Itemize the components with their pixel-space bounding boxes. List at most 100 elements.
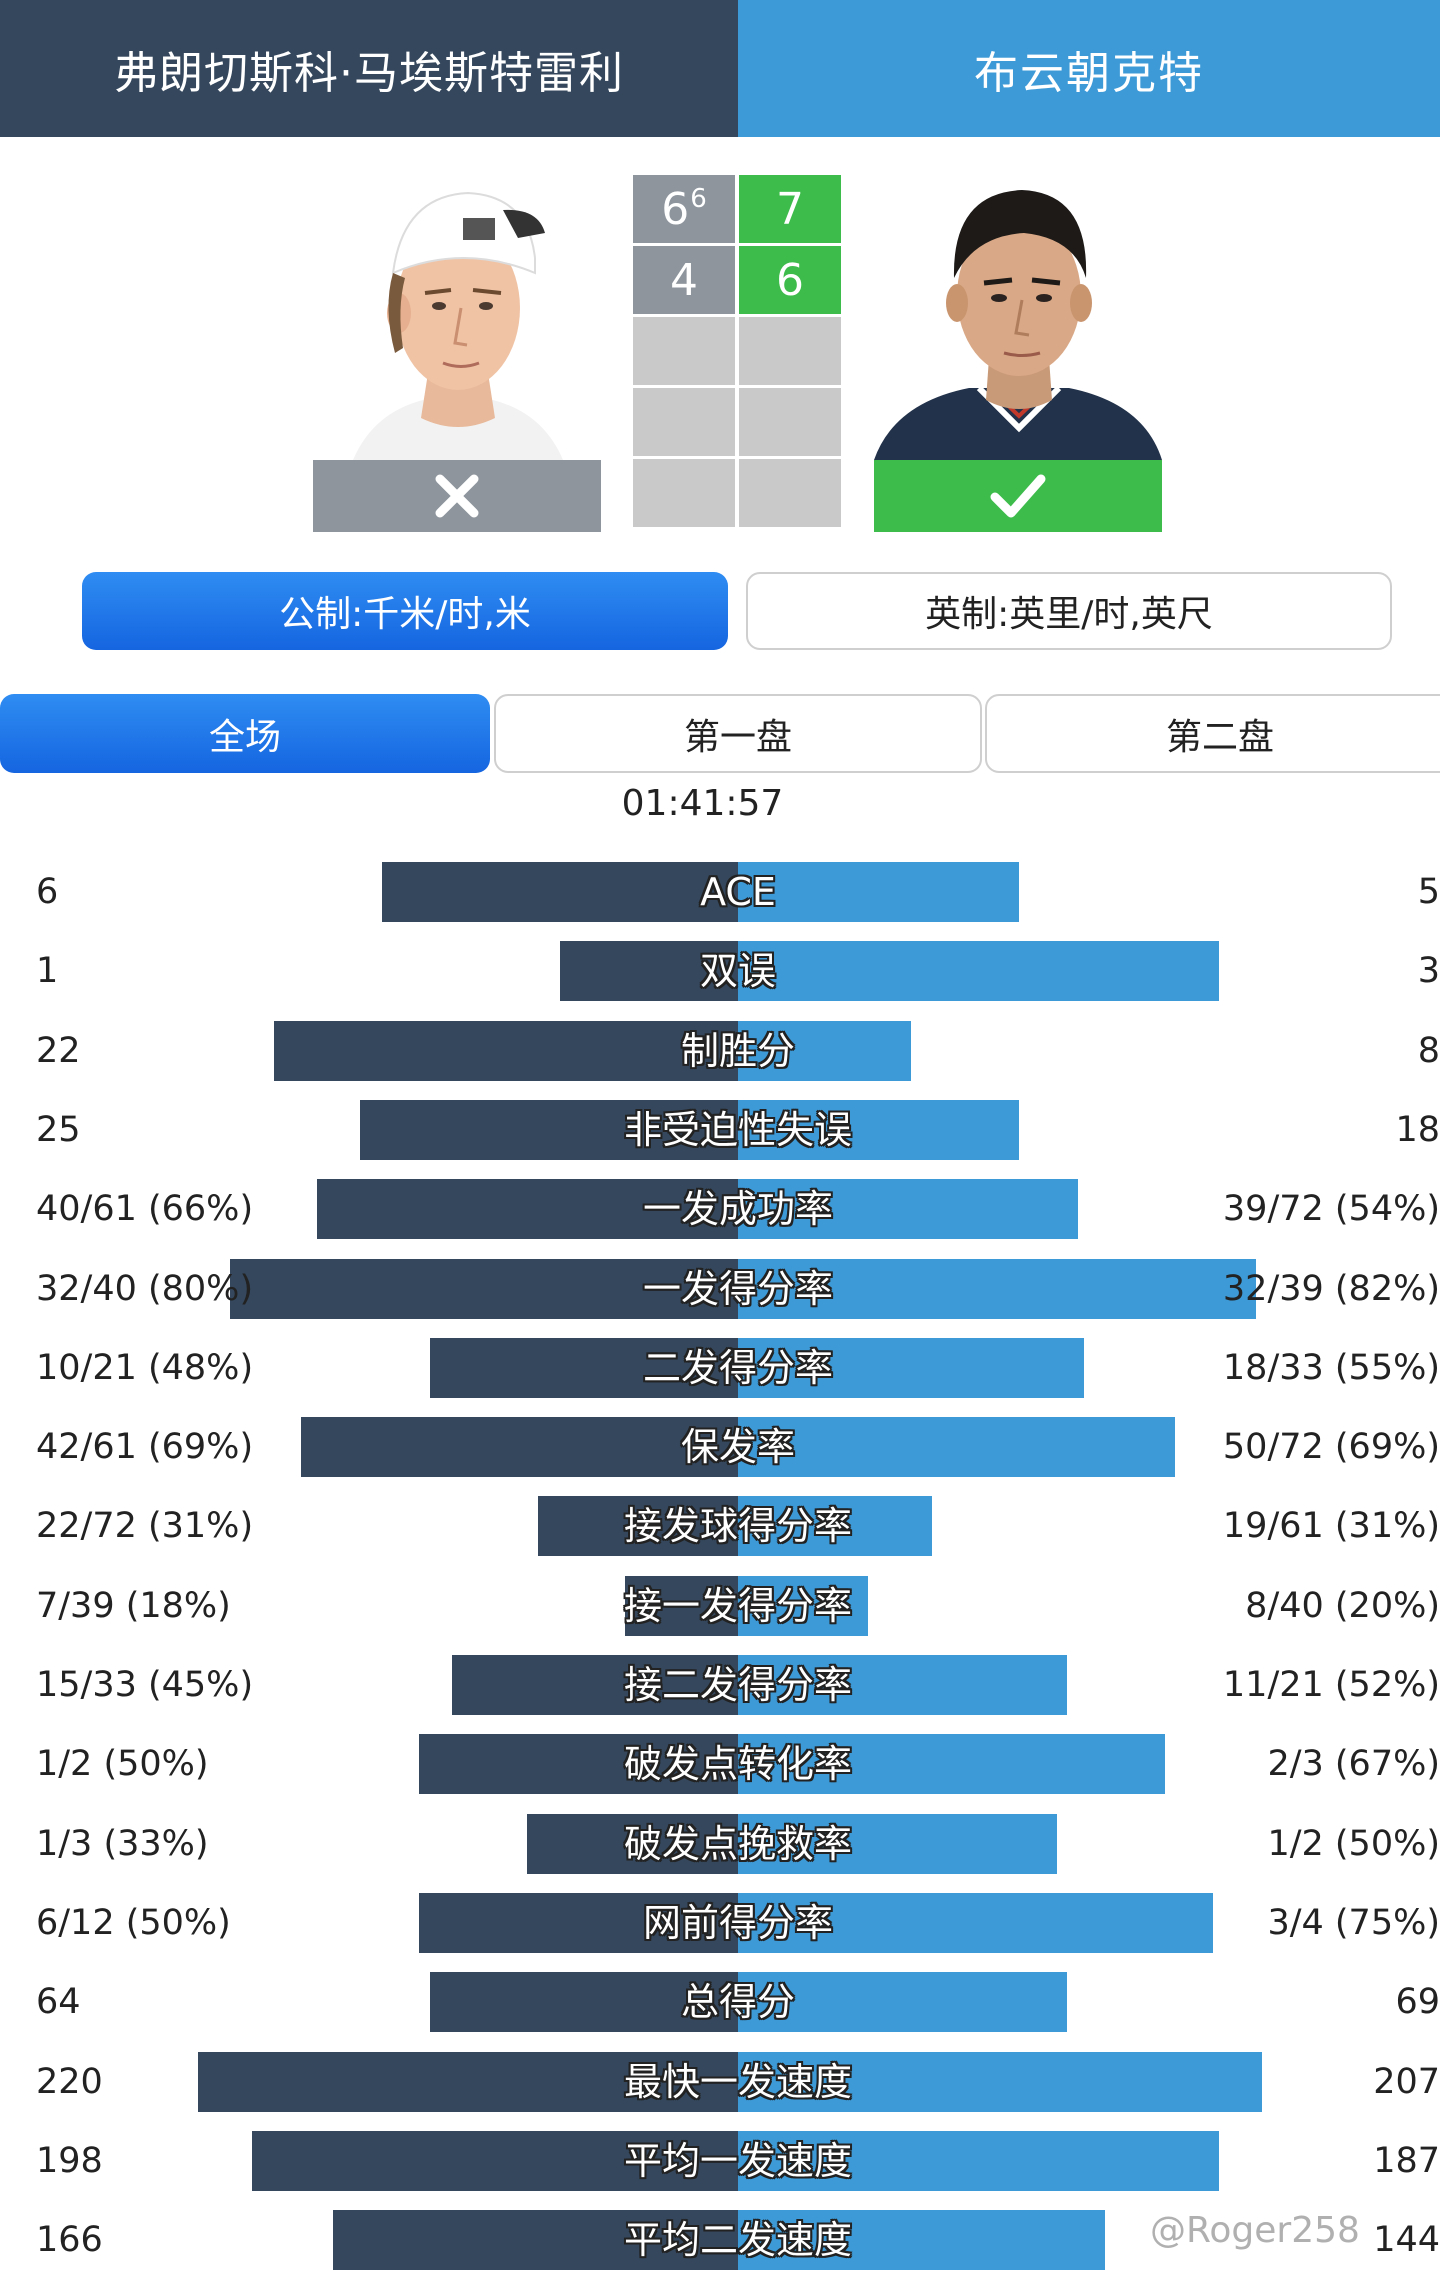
stat-value-player2: 32/39 (82%): [1222, 1269, 1440, 1309]
stat-bar-player1: [382, 862, 738, 922]
stat-value-player1: 7/39 (18%): [36, 1586, 231, 1626]
stat-bar-player2: [738, 1417, 1175, 1477]
stat-bar-player1: [452, 1655, 738, 1715]
stat-row: 198 187 平均一发速度: [0, 2131, 1440, 2191]
stat-value-player2: 3/4 (75%): [1267, 1903, 1440, 1943]
set4-p2-score: [739, 388, 841, 456]
set3-p1-score: [633, 317, 735, 385]
stat-row: 6/12 (50%) 3/4 (75%) 网前得分率: [0, 1893, 1440, 1953]
stat-row: 1/2 (50%) 2/3 (67%) 破发点转化率: [0, 1734, 1440, 1794]
stat-bar-player2: [738, 1100, 1019, 1160]
stat-value-player2: 19/61 (31%): [1222, 1506, 1440, 1546]
stat-value-player2: 8: [1417, 1031, 1440, 1071]
stat-bar-player1: [333, 2210, 738, 2270]
stat-row: 220 207 最快一发速度: [0, 2052, 1440, 2112]
stat-bar-player2: [738, 1972, 1067, 2032]
stat-bar-player2: [738, 1893, 1213, 1953]
stat-value-player2: 1/2 (50%): [1267, 1824, 1440, 1864]
tab-set2[interactable]: 第二盘: [985, 694, 1440, 773]
player1-loss-badge: [313, 460, 601, 532]
stat-bar-player2: [738, 941, 1219, 1001]
stat-bar-player1: [360, 1100, 738, 1160]
stat-label: 平均二发速度: [623, 2218, 852, 2262]
stat-bar-player2: [738, 1021, 911, 1081]
stat-bar-player2: [738, 1734, 1165, 1794]
stat-label: 制胜分: [680, 1029, 795, 1073]
imperial-units-button[interactable]: 英制:英里/时,英尺: [746, 572, 1392, 650]
stat-bar-player1: [538, 1496, 738, 1556]
stat-row: 1 3 双误: [0, 941, 1440, 1001]
stat-bar-player2: [738, 1814, 1057, 1874]
match-header: 弗朗切斯科·马埃斯特雷利 布云朝克特: [0, 0, 1440, 137]
stat-label: 非受迫性失误: [623, 1108, 852, 1152]
stat-bar-player1: [301, 1417, 738, 1477]
stat-bar-player1: [198, 2052, 738, 2112]
set2-p1-score: 4: [633, 246, 735, 314]
stat-value-player1: 6/12 (50%): [36, 1903, 231, 1943]
stat-bar-player1: [430, 1972, 738, 2032]
stat-value-player2: 18/33 (55%): [1222, 1348, 1440, 1388]
stat-bar-player2: [738, 1179, 1078, 1239]
stat-bar-player2: [738, 1259, 1256, 1319]
stat-value-player1: 64: [36, 1982, 81, 2022]
stat-value-player2: 187: [1373, 2141, 1440, 2181]
stat-value-player2: 50/72 (69%): [1222, 1427, 1440, 1467]
stat-bar-player1: [419, 1734, 738, 1794]
stat-bar-player1: [317, 1179, 738, 1239]
stat-row: 15/33 (45%) 11/21 (52%) 接二发得分率: [0, 1655, 1440, 1715]
stat-bar-player2: [738, 1576, 868, 1636]
stat-label: 接二发得分率: [623, 1663, 852, 1707]
cross-icon: [435, 474, 479, 518]
stat-row: 10/21 (48%) 18/33 (55%) 二发得分率: [0, 1338, 1440, 1398]
stat-label: 网前得分率: [642, 1901, 833, 1945]
check-icon: [990, 474, 1046, 518]
stat-row: 22 8 制胜分: [0, 1021, 1440, 1081]
player2-photo: [874, 178, 1162, 460]
player1-card: [313, 178, 601, 532]
player1-photo: [313, 178, 601, 460]
stat-value-player2: 2/3 (67%): [1267, 1744, 1440, 1784]
set2-p2-score: 6: [739, 246, 841, 314]
stat-bar-player1: [430, 1338, 738, 1398]
stat-value-player1: 1/3 (33%): [36, 1824, 209, 1864]
stat-value-player2: 11/21 (52%): [1222, 1665, 1440, 1705]
stat-value-player1: 1: [36, 951, 59, 991]
stat-bar-player1: [274, 1021, 738, 1081]
stat-value-player1: 1/2 (50%): [36, 1744, 209, 1784]
stat-value-player2: 5: [1417, 872, 1440, 912]
stat-bar-player2: [738, 1338, 1084, 1398]
set5-p1-score: [633, 459, 735, 527]
stat-bar-player2: [738, 2210, 1105, 2270]
set5-p2-score: [739, 459, 841, 527]
stat-value-player1: 40/61 (66%): [36, 1189, 254, 1229]
stat-label: 一发得分率: [642, 1267, 833, 1311]
stat-row: 32/40 (80%) 32/39 (82%) 一发得分率: [0, 1259, 1440, 1319]
stat-value-player1: 32/40 (80%): [36, 1269, 254, 1309]
stat-row: 22/72 (31%) 19/61 (31%) 接发球得分率: [0, 1496, 1440, 1556]
stat-row: 6 5 ACE: [0, 862, 1440, 922]
stat-value-player1: 15/33 (45%): [36, 1665, 254, 1705]
stat-value-player1: 25: [36, 1110, 81, 1150]
stat-value-player1: 220: [36, 2062, 103, 2102]
metric-units-button[interactable]: 公制:千米/时,米: [82, 572, 728, 650]
stat-bar-player1: [252, 2131, 738, 2191]
stat-row: 25 18 非受迫性失误: [0, 1100, 1440, 1160]
stat-bar-player2: [738, 1655, 1067, 1715]
stat-value-player2: 207: [1373, 2062, 1440, 2102]
tab-set1[interactable]: 第一盘: [494, 694, 982, 773]
stat-bar-player1: [625, 1576, 738, 1636]
stat-label: 平均一发速度: [623, 2139, 852, 2183]
stat-row: 1/3 (33%) 1/2 (50%) 破发点挽救率: [0, 1814, 1440, 1874]
tab-full-match[interactable]: 全场: [0, 694, 490, 773]
stat-row: 166 144 平均二发速度: [0, 2210, 1440, 2270]
player1-name[interactable]: 弗朗切斯科·马埃斯特雷利: [0, 0, 738, 137]
stat-bar-player1: [560, 941, 738, 1001]
stat-bar-player2: [738, 862, 1019, 922]
stat-value-player1: 198: [36, 2141, 103, 2181]
stat-label: 破发点转化率: [623, 1742, 852, 1786]
stat-bar-player1: [419, 1893, 738, 1953]
stat-row: 40/61 (66%) 39/72 (54%) 一发成功率: [0, 1179, 1440, 1239]
player2-name[interactable]: 布云朝克特: [738, 0, 1440, 137]
stat-label: 接一发得分率: [623, 1584, 852, 1628]
